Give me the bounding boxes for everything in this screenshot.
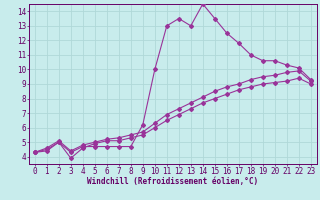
- X-axis label: Windchill (Refroidissement éolien,°C): Windchill (Refroidissement éolien,°C): [87, 177, 258, 186]
